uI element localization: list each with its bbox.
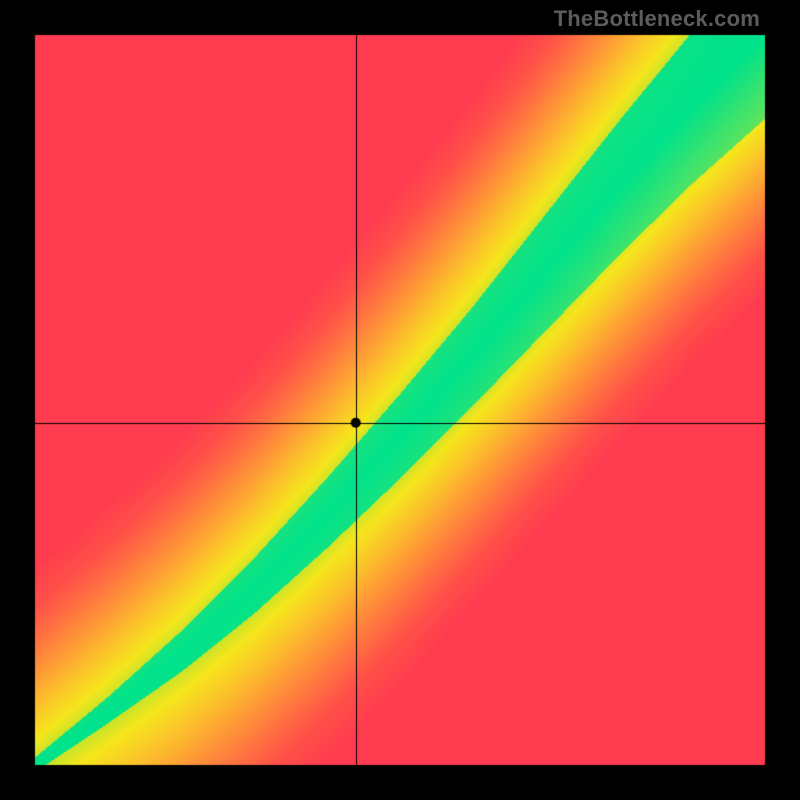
- bottleneck-heatmap: [0, 0, 800, 800]
- watermark-text: TheBottleneck.com: [554, 6, 760, 32]
